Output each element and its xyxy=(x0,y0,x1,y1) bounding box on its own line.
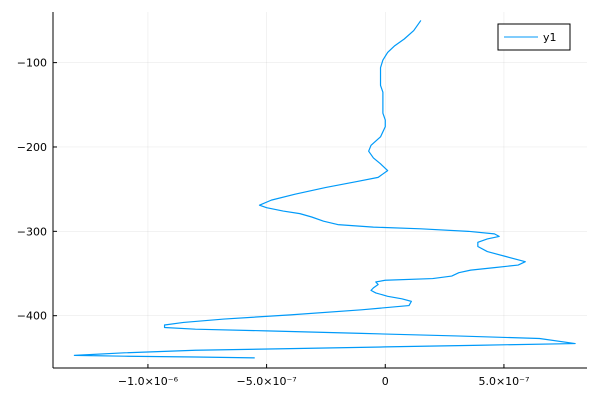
series-layer xyxy=(73,20,576,359)
axes xyxy=(52,12,587,369)
x-tick-label: 5.0×10⁻⁷ xyxy=(478,375,529,388)
x-tick-label: 0 xyxy=(382,375,389,388)
grid-lines xyxy=(53,12,587,368)
legend: y1 xyxy=(497,23,571,51)
y-tick-label: −400 xyxy=(17,310,47,323)
x-tick-label: −5.0×10⁻⁷ xyxy=(237,375,297,388)
y-tick-label: −200 xyxy=(17,141,47,154)
legend-label: y1 xyxy=(543,31,557,44)
y-tick-label: −100 xyxy=(17,57,47,70)
tick-labels: −1.0×10⁻⁶ −5.0×10⁻⁷ 0 5.0×10⁻⁷ −100 −200 −300 −… xyxy=(17,57,530,388)
x-tick-label: −1.0×10⁻⁶ xyxy=(118,375,179,388)
series-line-y1 xyxy=(73,20,576,359)
y-tick-label: −300 xyxy=(17,225,47,238)
